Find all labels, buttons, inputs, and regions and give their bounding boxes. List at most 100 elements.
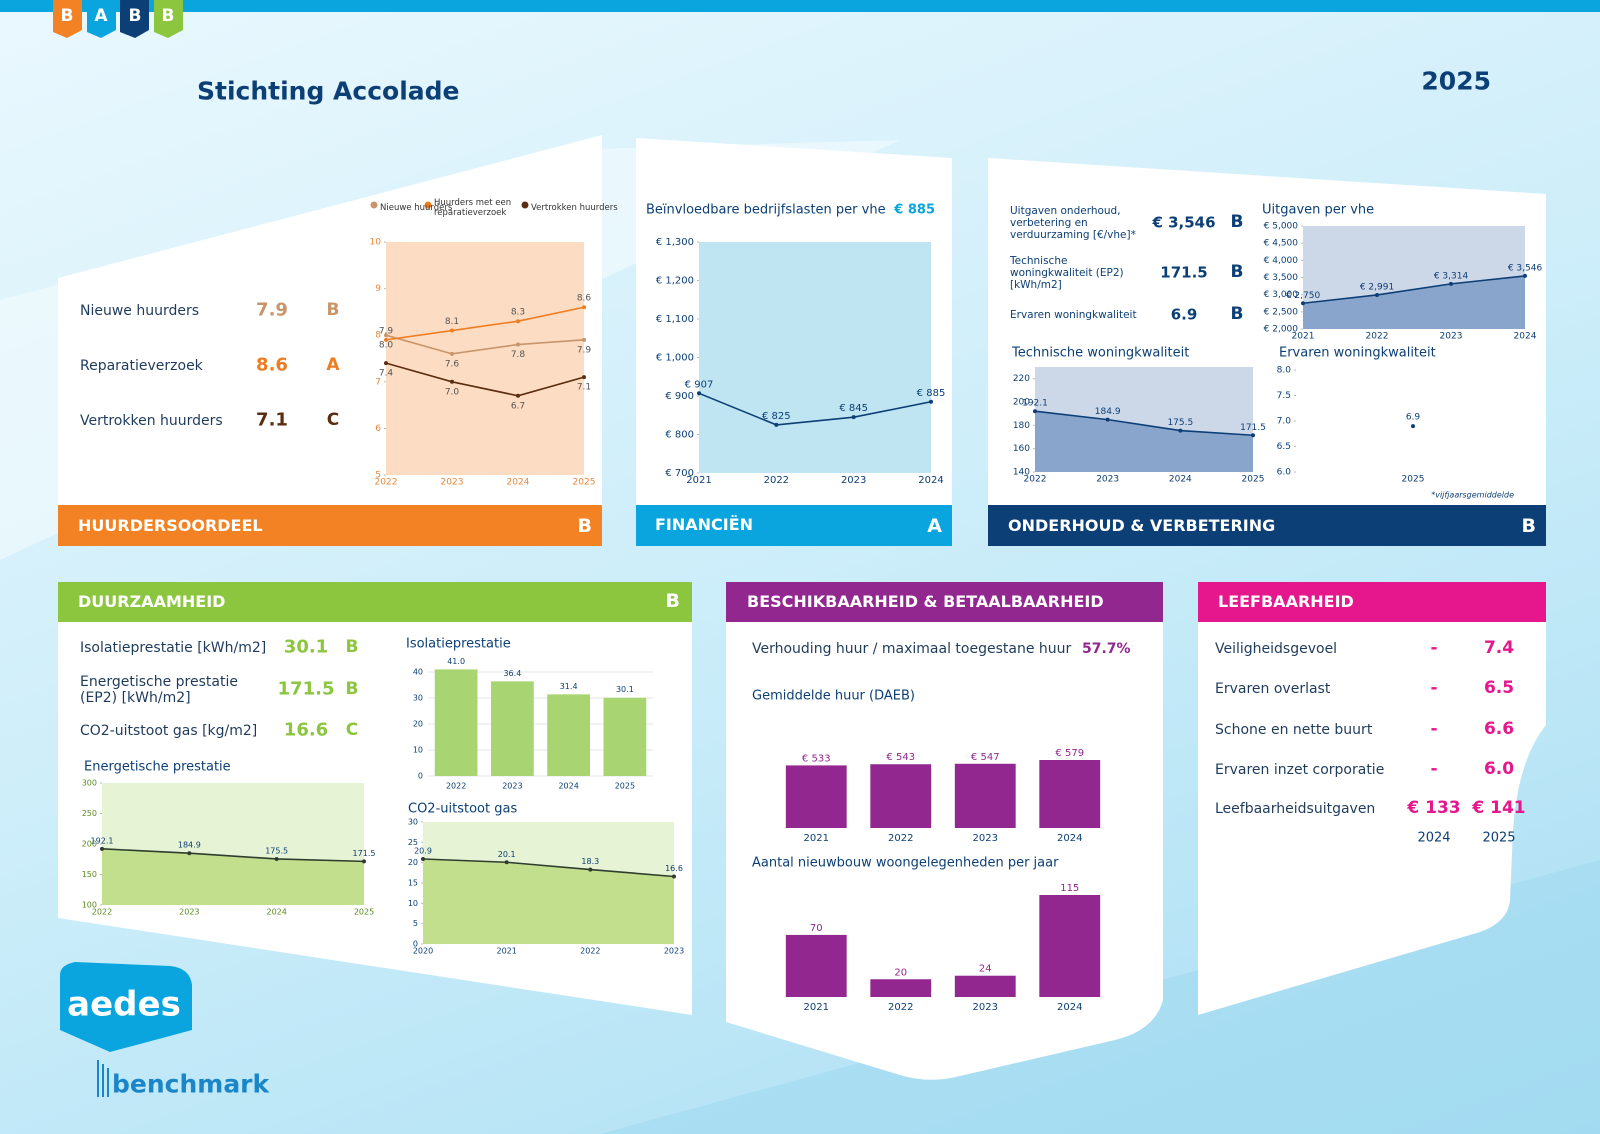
- kpi-label: Uitgaven onderhoud, verbetering en verdu…: [1010, 204, 1136, 242]
- kpi-value: -: [1430, 719, 1438, 740]
- bar: [547, 694, 590, 776]
- y-tick-label: € 1,000: [656, 353, 694, 364]
- kpi-value: € 885: [894, 202, 935, 218]
- kpi-label: Ervaren woningkwaliteit: [1010, 308, 1137, 321]
- logo-letter: B: [128, 6, 142, 27]
- chart-title: Technische woningkwaliteit: [1012, 345, 1190, 361]
- kpi-label: Ervaren inzet corporatie: [1215, 761, 1385, 778]
- x-tick-label: 2024: [1514, 332, 1537, 342]
- kpi-label: Verhouding huur / maximaal toegestane hu…: [752, 640, 1072, 657]
- x-tick-label: 2025: [573, 478, 596, 488]
- point: [100, 846, 104, 851]
- point: [516, 319, 520, 324]
- point: [1251, 433, 1255, 438]
- kpi-label: Isolatieprestatie [kWh/m2]: [80, 639, 267, 656]
- logo-letter: B: [161, 6, 175, 27]
- point: [697, 391, 701, 396]
- value-label: € 907: [685, 379, 714, 390]
- section-heading: ONDERHOUD & VERBETERING: [1008, 515, 1276, 535]
- value-label: 20.1: [498, 850, 516, 859]
- x-tick-label: 2023: [1440, 332, 1463, 342]
- legend-label: Nieuwe huurders: [380, 203, 453, 214]
- value-label: € 885: [917, 388, 946, 399]
- kpi-value: € 133: [1407, 798, 1461, 819]
- line: [1034, 410, 1254, 437]
- y-tick-label: 200: [82, 840, 97, 849]
- line: [101, 848, 365, 863]
- legend-swatch: [424, 201, 432, 209]
- y-tick-label: € 1,200: [656, 276, 694, 287]
- y-tick-label: 10: [408, 899, 418, 908]
- y-tick-label: 6: [375, 424, 381, 434]
- kpi-value: 171.5: [277, 678, 335, 700]
- point: [929, 399, 933, 404]
- x-tick-label: 2022: [1024, 475, 1047, 485]
- kpi-label: CO2-uitstoot gas [kg/m2]: [80, 722, 258, 739]
- kpi-value: 7.4: [1483, 638, 1515, 659]
- section-bar: [726, 582, 1163, 622]
- line: [385, 334, 585, 355]
- point: [1449, 281, 1453, 286]
- value-label: 20.9: [414, 847, 432, 856]
- y-tick-label: 180: [1013, 421, 1030, 431]
- value-label: 8.1: [445, 317, 459, 327]
- y-tick-label: € 2,000: [1264, 325, 1299, 335]
- y-tick-label: 9: [375, 284, 381, 294]
- x-tick-label: 2022: [1366, 332, 1389, 342]
- point: [851, 415, 856, 420]
- x-tick-label: 2021: [1292, 332, 1315, 342]
- value-label: 6.7: [511, 401, 525, 411]
- value-label: € 2,750: [1286, 291, 1321, 301]
- kpi-value: -: [1430, 638, 1438, 659]
- line: [422, 858, 675, 878]
- point: [1033, 409, 1037, 414]
- point: [582, 337, 586, 342]
- x-tick-label: 2024: [1057, 1002, 1082, 1013]
- kpi-value: 16.6: [283, 719, 329, 741]
- x-tick-label: 2022: [92, 908, 112, 917]
- point: [1301, 301, 1305, 306]
- chart-title: Beïnvloedbare bedrijfslasten per vhe: [646, 202, 886, 218]
- x-tick-label: 2025: [1402, 475, 1425, 485]
- kpi-grade: A: [326, 355, 340, 376]
- bar: [491, 681, 534, 776]
- point: [384, 337, 388, 342]
- point: [450, 379, 454, 384]
- section-bar: [636, 505, 952, 546]
- point: [450, 328, 454, 333]
- kpi-value: 6.5: [1483, 678, 1515, 699]
- kpi-grade: C: [345, 720, 359, 741]
- x-tick-label: 2023: [441, 478, 464, 488]
- y-tick-label: 10: [413, 746, 423, 755]
- logo-letter: B: [60, 6, 74, 27]
- bar: [1039, 895, 1101, 997]
- kpi-label: Energetische prestatie (EP2) [kWh/m2]: [80, 673, 238, 706]
- value-label: 171.5: [1240, 423, 1266, 433]
- point: [450, 351, 454, 356]
- y-tick-label: € 1,300: [656, 237, 694, 248]
- aedes-logo-text: aedes: [67, 984, 181, 1025]
- bar: [870, 979, 932, 997]
- value-label: € 3,546: [1508, 263, 1543, 273]
- x-tick-label: 2023: [1096, 475, 1119, 485]
- value-label: 16.6: [665, 864, 683, 873]
- y-tick-label: 5: [375, 471, 381, 481]
- y-tick-label: 30: [408, 818, 418, 827]
- value-label: 175.5: [265, 846, 288, 855]
- value-label: 70: [810, 923, 823, 934]
- kpi-label: Veiligheidsgevoel: [1215, 640, 1338, 657]
- x-tick-label: 2025: [354, 908, 374, 917]
- y-tick-label: € 900: [665, 391, 694, 402]
- value-label: 184.9: [1095, 407, 1121, 417]
- bar: [785, 934, 847, 997]
- kpi-value: 8.6: [256, 354, 288, 376]
- y-tick-label: € 3,000: [1264, 290, 1299, 300]
- chart-title: Gemiddelde huur (DAEB): [752, 688, 915, 704]
- section-heading: FINANCIËN: [655, 514, 754, 534]
- x-tick-label: 2022: [888, 1002, 913, 1013]
- y-tick-label: 5: [413, 919, 418, 928]
- y-tick-label: 30: [413, 694, 423, 703]
- point: [516, 393, 520, 398]
- value-label: 7.0: [445, 387, 460, 397]
